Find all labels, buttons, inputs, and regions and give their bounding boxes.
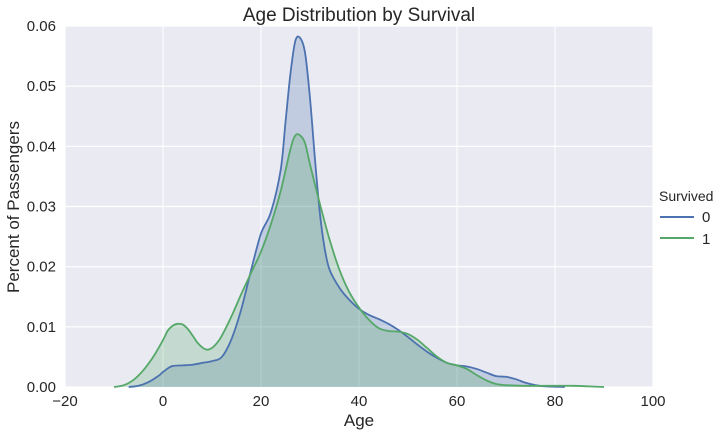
series-0-area — [128, 36, 565, 388]
legend: Survived 0 1 — [659, 188, 713, 248]
series-0-line — [128, 35, 565, 388]
x-tick-label: 40 — [351, 393, 368, 410]
grid — [64, 25, 654, 388]
x-tick-label: −20 — [52, 393, 77, 410]
x-tick-labels: −20 0 20 40 60 80 100 — [52, 393, 665, 410]
y-axis-label: Percent of Passengers — [4, 121, 23, 293]
y-tick-label: 0.02 — [27, 259, 56, 276]
y-tick-label: 0.03 — [27, 199, 56, 216]
x-axis-label: Age — [344, 411, 374, 430]
series-1-line — [113, 133, 605, 388]
x-tick-label: 0 — [159, 393, 167, 410]
legend-title: Survived — [659, 188, 713, 204]
y-tick-label: 0.01 — [27, 319, 56, 336]
chart-title: Age Distribution by Survival — [243, 5, 475, 26]
y-tick-label: 0.04 — [27, 138, 56, 155]
y-tick-labels: 0.00 0.01 0.02 0.03 0.04 0.05 0.06 — [27, 18, 56, 396]
y-tick-label: 0.00 — [27, 379, 56, 396]
y-tick-label: 0.06 — [27, 18, 56, 35]
x-tick-label: 80 — [547, 393, 564, 410]
x-tick-label: 20 — [253, 393, 270, 410]
series-lines — [113, 35, 605, 388]
legend-label-0: 0 — [702, 209, 710, 226]
y-tick-label: 0.05 — [27, 78, 56, 95]
x-tick-label: 100 — [640, 393, 665, 410]
x-tick-label: 60 — [449, 393, 466, 410]
legend-label-1: 1 — [702, 231, 710, 248]
